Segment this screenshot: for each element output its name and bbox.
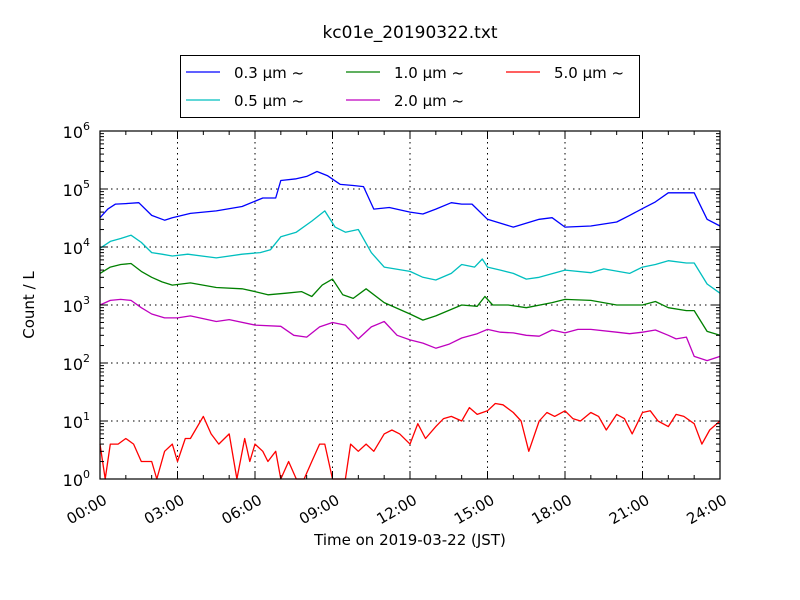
y-tick-exponent: 3 [83,294,90,307]
y-tick-base: 10 [63,181,83,200]
y-axis-label: Count / L [20,271,38,339]
chart-title: kc01e_20190322.txt [322,23,497,43]
legend-label: 1.0 μm ~ [394,64,464,82]
y-tick-exponent: 5 [83,178,90,191]
y-tick-exponent: 6 [83,120,90,133]
x-tick-label: 21:00 [606,491,652,528]
x-axis-label: Time on 2019-03-22 (JST) [313,531,506,549]
x-tick-label: 12:00 [374,491,420,528]
series-line-0 [99,170,721,228]
axes [99,130,721,480]
y-tick-label: 102 [63,352,90,374]
y-tick-exponent: 4 [83,236,90,249]
legend-label: 5.0 μm ~ [554,64,624,82]
y-tick-exponent: 2 [83,352,90,365]
y-tick-exponent: 0 [83,468,90,481]
x-tick-label: 09:00 [296,491,342,528]
series-line-3 [99,298,721,362]
y-tick-base: 10 [63,355,83,374]
x-tick-label: 00:00 [64,491,110,528]
x-tick-label: 24:00 [684,491,730,528]
y-tick-exponent: 1 [83,410,90,423]
y-tick-base: 10 [63,123,83,142]
y-tick-label: 105 [63,178,90,200]
legend-label: 0.5 μm ~ [234,92,304,110]
y-tick-label: 100 [63,468,90,490]
series-lines [99,170,721,480]
legend-label: 2.0 μm ~ [394,92,464,110]
x-tick-label: 03:00 [141,491,187,528]
y-tick-base: 10 [63,297,83,316]
y-tick-label: 101 [63,410,90,432]
y-tick-base: 10 [63,471,83,490]
legend-box [180,55,640,118]
x-tick-label: 18:00 [529,491,575,528]
legend: 0.3 μm ~ 0.5 μm ~ 1.0 μm ~ 2.0 μm ~ 5.0 μm ~ [180,55,640,118]
series-line-4 [99,402,721,480]
y-tick-label: 106 [63,120,90,142]
series-line-1 [99,210,721,294]
x-tick-label: 15:00 [451,491,497,528]
legend-label: 0.3 μm ~ [234,64,304,82]
x-tick-label: 06:00 [219,491,265,528]
x-tick-labels: 00:00 03:00 06:00 09:00 12:00 15:00 18:00 21:00… [64,491,730,528]
y-tick-label: 103 [63,294,90,316]
series-line-2 [99,262,721,336]
y-tick-base: 10 [63,413,83,432]
y-tick-label: 104 [63,236,90,258]
y-tick-base: 10 [63,239,83,258]
